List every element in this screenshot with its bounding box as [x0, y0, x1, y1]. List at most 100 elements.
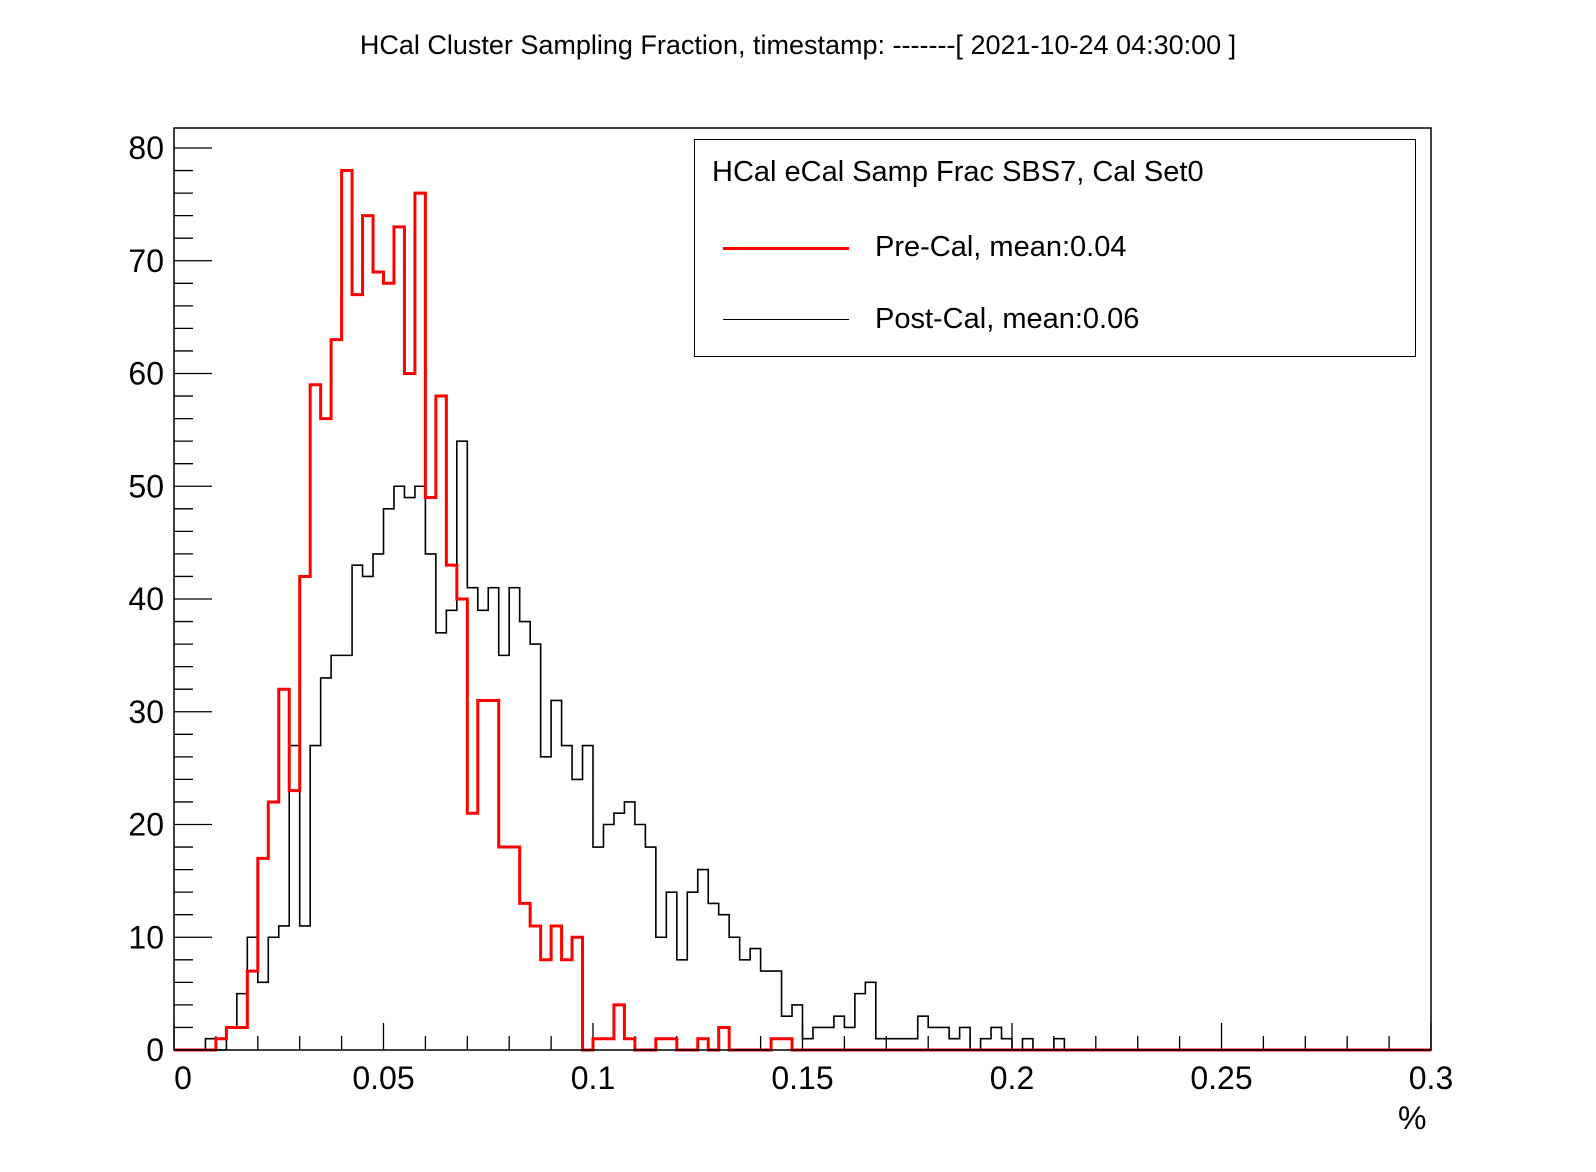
series-line-post-cal [174, 440, 1431, 1051]
tick-labels: 0 10 20 30 40 50 60 70 80 0 0.05 0.1 0.15 0.2 0.25 0.3 [128, 130, 1453, 1096]
histogram-bin [268, 802, 278, 1050]
legend: HCal eCal Samp Frac SBS7, Cal Set0 Pre-C… [694, 139, 1416, 357]
x-tick-label: 0.1 [571, 1060, 615, 1096]
y-tick-label: 60 [128, 356, 164, 392]
histogram-bin [488, 700, 498, 1050]
histogram-bin [373, 554, 383, 1050]
histogram-bin [1002, 1039, 1012, 1050]
histogram-bin [782, 1016, 792, 1050]
histogram-bin [363, 576, 373, 1050]
histogram-bin [425, 554, 435, 1050]
histogram-bin [509, 847, 519, 1050]
legend-label-pre-cal: Pre-Cal, mean:0.04 [875, 231, 1127, 263]
histogram-bin [509, 588, 519, 1050]
histogram-bin [624, 802, 634, 1050]
histogram-bin [593, 1039, 603, 1050]
histogram-bin [551, 700, 561, 1050]
histogram-bin [216, 1039, 226, 1050]
histogram-bin [467, 813, 477, 1050]
histogram-bin [520, 903, 530, 1050]
histogram-bin [750, 949, 760, 1050]
histogram-bin [677, 960, 687, 1050]
histogram-bin [342, 655, 352, 1050]
histogram-bin [541, 757, 551, 1050]
histogram-bin [342, 171, 352, 1050]
histogram-bin [1022, 1039, 1032, 1050]
histogram-bin [289, 791, 299, 1050]
histogram-bin [352, 295, 362, 1050]
y-tick-label: 30 [128, 694, 164, 730]
histogram-bin [394, 227, 404, 1050]
histogram-bin [457, 441, 467, 1050]
y-tick-label: 10 [128, 919, 164, 955]
histogram-bin [467, 588, 477, 1050]
histogram-bin [237, 994, 247, 1050]
x-tick-label: 0.2 [990, 1060, 1034, 1096]
histogram-bin [436, 396, 446, 1050]
histogram-bin [478, 610, 488, 1050]
x-tick-label: 0.05 [352, 1060, 414, 1096]
histogram-bin [603, 825, 613, 1051]
histogram-bin [603, 1039, 613, 1050]
y-tick-label: 50 [128, 468, 164, 504]
histogram-bin [247, 971, 257, 1050]
histogram-bin [205, 1039, 215, 1050]
histogram-bin [499, 655, 509, 1050]
histogram-bin [425, 498, 435, 1050]
histogram-bin [645, 847, 655, 1050]
histogram-bin [740, 960, 750, 1050]
histogram-bin [446, 610, 456, 1050]
histogram-bin [782, 1039, 792, 1050]
histogram-bin [331, 655, 341, 1050]
histogram-bin [897, 1039, 907, 1050]
histogram-bin [719, 915, 729, 1050]
histogram-bin [404, 498, 414, 1050]
histogram-bin [384, 509, 394, 1050]
histogram-bin [624, 1039, 634, 1050]
histogram-bin [960, 1027, 970, 1050]
y-tick-label: 40 [128, 581, 164, 617]
histogram-bin [562, 960, 572, 1050]
histogram-bin [541, 960, 551, 1050]
histogram-bin [572, 779, 582, 1050]
histogram-bin [258, 982, 268, 1050]
histogram-bin [614, 813, 624, 1050]
histogram-bin [352, 565, 362, 1050]
legend-swatch-pre-cal [723, 247, 849, 250]
histogram-bin [226, 1027, 236, 1050]
histogram-bin [886, 1039, 896, 1050]
histogram-bin [258, 858, 268, 1050]
histogram-bin [404, 374, 414, 1051]
histogram-bin [446, 565, 456, 1050]
x-tick-label: 0 [174, 1060, 192, 1096]
y-tick-label: 0 [146, 1032, 164, 1068]
histogram-bin [415, 193, 425, 1050]
histogram-bin [656, 1039, 666, 1050]
histogram-bin [792, 1005, 802, 1050]
histogram-bin [907, 1039, 917, 1050]
histogram-bin [698, 1039, 708, 1050]
histogram-bin [635, 825, 645, 1051]
histogram-bin [562, 746, 572, 1050]
legend-header: HCal eCal Samp Frac SBS7, Cal Set0 [712, 156, 1204, 188]
histogram-bin [939, 1027, 949, 1050]
histogram-bin [981, 1039, 991, 1050]
histogram-bin [384, 283, 394, 1050]
histogram-bin [551, 926, 561, 1050]
chart-title: HCal Cluster Sampling Fraction, timestam… [359, 30, 1237, 60]
histogram-bin [1054, 1039, 1064, 1050]
histogram-bin [918, 1016, 928, 1050]
histogram-bin [991, 1027, 1001, 1050]
histogram-bin [268, 937, 278, 1050]
histogram-bin [247, 937, 257, 1050]
histogram-bin [310, 746, 320, 1050]
histogram-bin [865, 982, 875, 1050]
histogram-bin [457, 599, 467, 1050]
histogram-bin [237, 1027, 247, 1050]
histogram-bin [666, 892, 676, 1050]
histogram-bin [300, 926, 310, 1050]
histogram-bin [321, 419, 331, 1050]
histogram-bin [488, 588, 498, 1050]
legend-swatch-post-cal [723, 319, 849, 320]
